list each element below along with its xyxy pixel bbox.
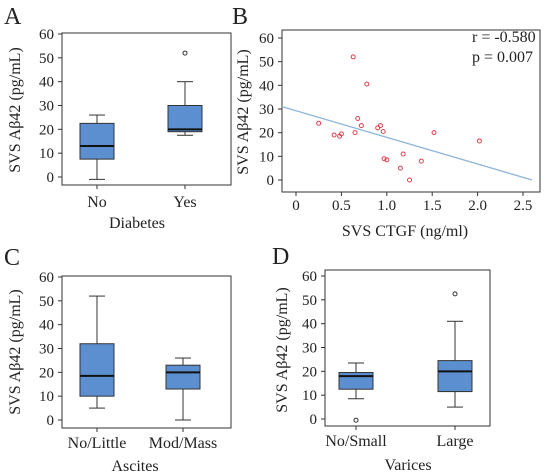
x-tick-label: 0.5 (332, 198, 351, 214)
y-tick-label: 10 (39, 146, 54, 162)
y-tick-label: 0 (47, 170, 55, 186)
data-point (355, 115, 361, 121)
chart-marks: 0 10 20 30 40 50 60 No Yes 0 10 20 30 40 50 60 No/Little… (39, 27, 532, 452)
category-label: Yes (173, 194, 196, 211)
box-iqr (167, 105, 203, 133)
y-tick-label: 0 (310, 412, 318, 428)
x-tick-label: 2.5 (514, 198, 533, 214)
data-point (400, 151, 406, 157)
data-point (381, 156, 387, 162)
data-point (358, 123, 364, 129)
y-tick-label: 60 (302, 269, 317, 285)
y-tick-label: 30 (39, 342, 54, 358)
panel-c-ylabel: SVS Aβ42 (pg/mL) (7, 289, 24, 414)
y-tick-label: 50 (259, 55, 274, 71)
data-point (338, 131, 344, 137)
x-tick-label: 0 (292, 198, 300, 214)
y-tick-label: 10 (259, 149, 274, 165)
data-point (418, 158, 424, 164)
y-tick-label: 40 (259, 78, 274, 94)
panel-c-xlabel: Ascites (111, 458, 158, 475)
category-label: Large (436, 433, 473, 450)
x-tick-label: 2.0 (468, 198, 487, 214)
data-point (316, 120, 322, 126)
category-label: No/Little (68, 435, 127, 452)
panel-label-b: B (232, 4, 248, 30)
panel-a-xlabel: Diabetes (109, 215, 165, 232)
box-iqr (338, 372, 374, 390)
y-tick-label: 0 (267, 173, 275, 189)
panel-d-frame (324, 269, 491, 427)
panel-b-p-value: p = 0.007 (472, 49, 533, 66)
y-tick-label: 30 (302, 341, 317, 357)
x-tick-label: 1.0 (377, 198, 396, 214)
y-tick-label: 50 (39, 51, 54, 67)
panel-d-ylabel: SVS Aβ42 (pg/mL) (274, 287, 291, 412)
panel-b-xlabel: SVS CTGF (ng/ml) (342, 223, 468, 240)
y-tick-label: 50 (302, 293, 317, 309)
panel-b-r-value: r = -0.580 (472, 29, 536, 46)
x-tick-label: 1.5 (423, 198, 442, 214)
y-tick-label: 40 (302, 317, 317, 333)
panel-label-c: C (4, 245, 20, 271)
panel-d-xlabel: Varices (384, 457, 431, 474)
panel-a-frame (61, 32, 232, 186)
panel-label-d: D (272, 244, 289, 270)
y-tick-label: 50 (39, 294, 54, 310)
y-tick-label: 20 (302, 364, 317, 380)
y-tick-label: 60 (259, 31, 274, 47)
y-tick-label: 20 (259, 126, 274, 142)
box-iqr (437, 360, 473, 393)
outlier-point (182, 50, 188, 56)
y-tick-label: 30 (259, 102, 274, 118)
data-point (384, 157, 390, 163)
y-tick-label: 60 (39, 27, 54, 43)
y-tick-label: 20 (39, 365, 54, 381)
category-label: Mod/Mass (149, 435, 217, 452)
panel-b-ylabel: SVS Aβ42 (pg/mL) (235, 49, 252, 174)
data-point (380, 128, 386, 134)
data-point (364, 81, 370, 87)
box-iqr (165, 364, 201, 390)
data-point (476, 138, 482, 144)
panel-c-frame (61, 275, 232, 429)
y-tick-label: 10 (302, 388, 317, 404)
y-tick-label: 40 (39, 75, 54, 91)
box-iqr (79, 122, 115, 160)
y-tick-label: 20 (39, 122, 54, 138)
data-point (397, 165, 403, 171)
data-point (407, 177, 412, 183)
panel-b-frame (281, 29, 541, 193)
outlier-point (452, 291, 458, 297)
y-tick-label: 10 (39, 389, 54, 405)
panel-label-a: A (4, 4, 22, 30)
regression-line (281, 106, 533, 181)
panel-a-ylabel: SVS Aβ42 (pg/mL) (7, 47, 24, 172)
data-point (350, 54, 356, 60)
y-tick-label: 0 (47, 413, 55, 429)
y-tick-label: 60 (39, 270, 54, 286)
data-point (377, 123, 383, 129)
y-tick-label: 30 (39, 99, 54, 115)
y-tick-label: 40 (39, 318, 54, 334)
outlier-point (353, 417, 359, 423)
category-label: No/Small (325, 433, 387, 450)
box-iqr (79, 343, 115, 397)
data-point (331, 132, 337, 138)
data-point (352, 130, 358, 136)
category-label: No (87, 194, 107, 211)
data-point (431, 130, 437, 136)
